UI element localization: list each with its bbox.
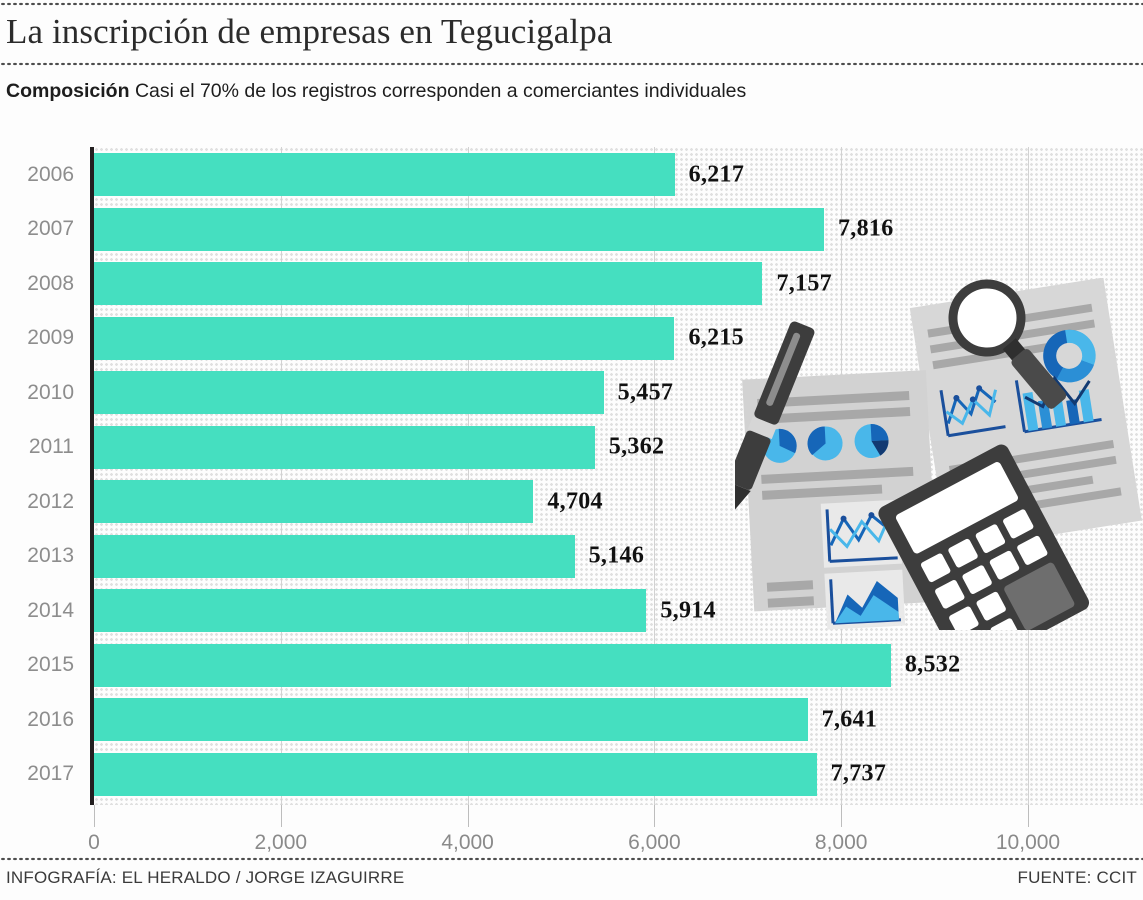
x-axis-tick (841, 805, 843, 827)
bar-value-label: 7,737 (830, 760, 887, 787)
bar-row: 2007 7,816 (27, 207, 1143, 251)
subtitle-kicker: Composición (6, 80, 130, 102)
y-axis-category-label: 2014 (27, 598, 74, 622)
bar-row: 2015 8,532 (27, 643, 1143, 687)
bar-row: 2017 7,737 (27, 752, 1143, 796)
bar-value-label: 4,704 (547, 488, 603, 514)
page-subtitle: Composición Casi el 70% de los registros… (6, 78, 746, 104)
x-axis-tick-label: 2,000 (254, 831, 308, 854)
y-axis-category-label: 2017 (27, 762, 74, 785)
bar-row: 2011 5,362 (29, 425, 1143, 469)
bar-value-label: 7,641 (821, 706, 878, 732)
bar[interactable] (94, 316, 675, 360)
bar[interactable] (94, 207, 824, 251)
x-axis-tick (280, 805, 282, 827)
top-divider (0, 2, 1143, 6)
y-axis-category-label: 2006 (27, 162, 74, 186)
bar-row: 2016 7,641 (27, 698, 1143, 741)
bar-row: 2014 5,914 (27, 589, 1143, 632)
bar-chart-plot: 0 2,000 4,000 6,000 8,000 10,000 2006 6,217 200… (27, 147, 1143, 854)
gridline (654, 147, 656, 805)
page-title: La inscripción de empresas en Tegucigalp… (6, 12, 613, 51)
bar-value-label: 5,914 (660, 597, 716, 623)
x-axis-tick-label: 8,000 (814, 831, 868, 854)
bar-row: 2006 6,217 (27, 153, 1143, 196)
gridline (280, 147, 282, 805)
y-axis-line (90, 147, 94, 805)
title-divider (0, 62, 1143, 66)
x-axis-tick (94, 805, 95, 827)
bar[interactable] (94, 153, 675, 196)
bar[interactable] (94, 534, 575, 578)
bar[interactable] (94, 425, 595, 469)
y-axis-category-label: 2012 (27, 489, 74, 513)
bar-value-label: 7,157 (776, 270, 832, 296)
bar[interactable] (94, 480, 534, 523)
x-axis-tick (467, 805, 469, 827)
bar-value-label: 5,457 (617, 379, 674, 405)
x-axis-tick-label: 4,000 (441, 831, 494, 854)
bar-row: 2009 6,215 (27, 316, 1143, 360)
y-axis-category-label: 2009 (27, 326, 74, 349)
x-axis-tick (1028, 805, 1029, 827)
bar-value-label: 6,217 (688, 161, 745, 187)
x-axis-tick-label: 10,000 (995, 831, 1061, 854)
bar-value-label: 5,362 (608, 433, 665, 460)
bar-row: 2013 5,146 (27, 534, 1143, 578)
y-axis-category-label: 2011 (28, 435, 74, 458)
bar-value-label: 7,816 (838, 215, 894, 242)
bar-row: 2010 5,457 (27, 371, 1143, 414)
bar[interactable] (94, 643, 891, 687)
bar-row: 2008 7,157 (27, 262, 1143, 305)
bar-value-label: 5,146 (588, 542, 645, 569)
bar-row: 2012 4,704 (27, 480, 1143, 523)
y-axis-category-label: 2015 (27, 653, 74, 676)
x-axis-tick-label: 0 (88, 831, 100, 854)
y-axis-category-label: 2013 (27, 544, 74, 567)
x-axis-tick (654, 805, 656, 827)
bar-value-label: 8,532 (904, 651, 961, 678)
footer-source: FUENTE: CCIT (1017, 868, 1137, 887)
y-axis-category-label: 2007 (27, 217, 74, 240)
subtitle-text: Casi el 70% de los registros corresponde… (134, 80, 747, 102)
footer-divider (0, 857, 1143, 861)
bar[interactable] (94, 371, 604, 414)
y-axis-category-label: 2016 (27, 707, 74, 731)
bar-value-label: 6,215 (688, 324, 744, 351)
footer-credit: INFOGRAFÍA: EL HERALDO / JORGE IZAGUIRRE (6, 868, 405, 887)
bar[interactable] (94, 262, 763, 305)
bar[interactable] (94, 752, 817, 796)
y-axis-category-label: 2008 (27, 271, 74, 295)
bar[interactable] (94, 589, 647, 632)
bar[interactable] (94, 698, 808, 741)
y-axis-category-label: 2010 (27, 380, 74, 404)
gridline (467, 147, 469, 805)
x-axis-tick-label: 6,000 (628, 831, 681, 854)
